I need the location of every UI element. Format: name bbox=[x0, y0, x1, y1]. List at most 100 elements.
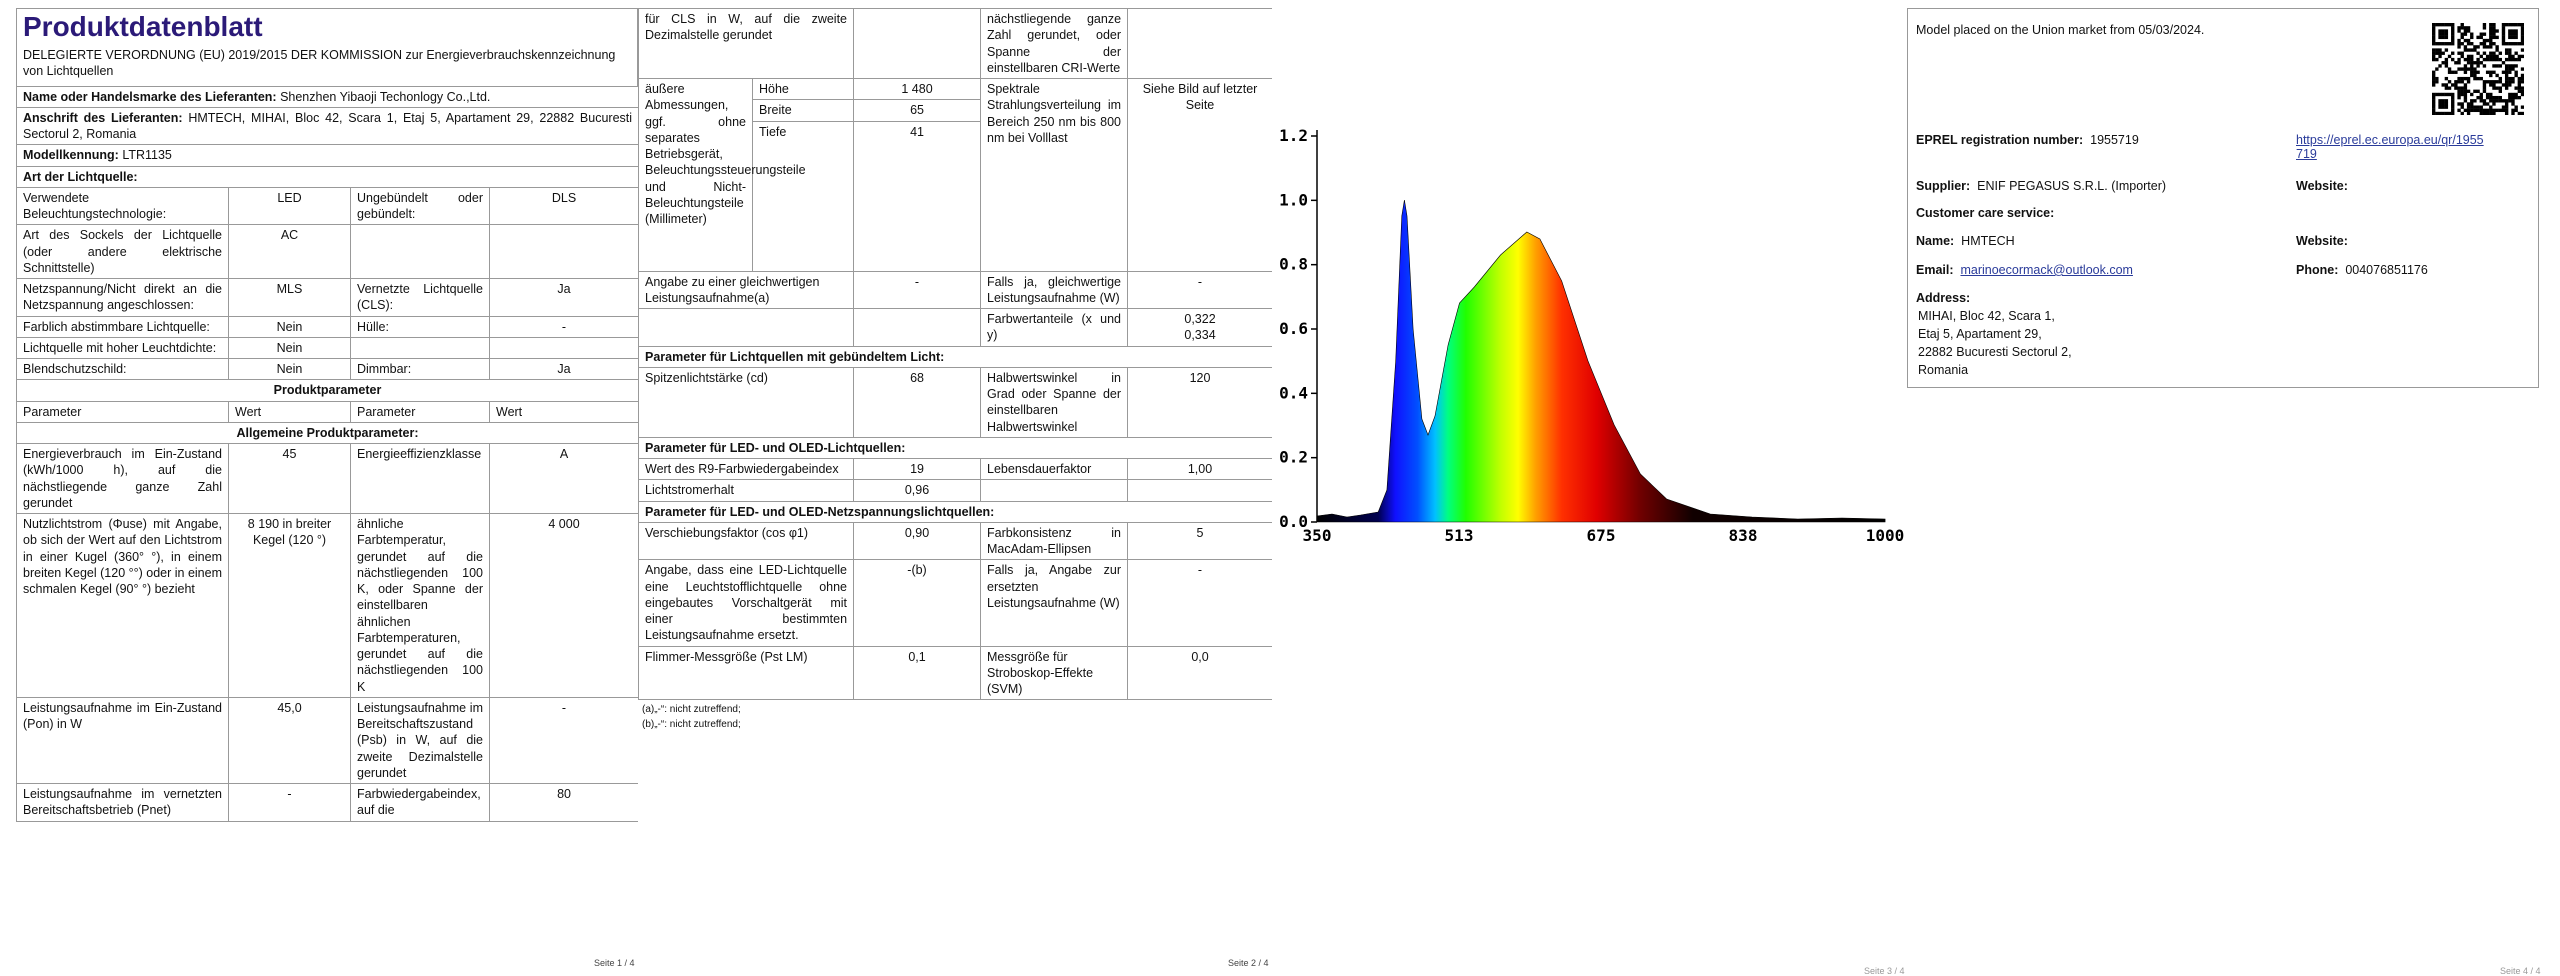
qr-module bbox=[2463, 95, 2468, 100]
row: Angabe, dass eine LED-Lichtquelle eine L… bbox=[638, 559, 1272, 647]
cell: Leistungsaufnahme im Ein-Zustand (Pon) i… bbox=[16, 696, 229, 785]
qr-module bbox=[2501, 29, 2506, 33]
qr-module bbox=[2438, 92, 2442, 97]
row: Blendschutzschild: Nein Dimmbar: Ja bbox=[16, 357, 638, 381]
cell: 0,90 bbox=[853, 521, 982, 561]
qr-module bbox=[2451, 51, 2455, 55]
qr-module bbox=[2520, 29, 2524, 33]
qr-module bbox=[2495, 48, 2499, 52]
qr-module bbox=[2444, 105, 2449, 109]
text: 0,322 bbox=[1184, 312, 1216, 326]
qr-module bbox=[2476, 64, 2480, 68]
qr-module bbox=[2489, 29, 2493, 33]
qr-module bbox=[2485, 57, 2490, 62]
qr-module bbox=[2482, 64, 2487, 68]
qr-module bbox=[2432, 76, 2436, 81]
qr-module bbox=[2457, 67, 2461, 71]
qr-module bbox=[2470, 92, 2474, 97]
eprel-link[interactable]: https://eprel.ec.europa.eu/qr/1955719 bbox=[2296, 133, 2484, 161]
qr-module bbox=[2482, 80, 2487, 84]
row: Farblich abstimmbare Lichtquelle: Nein Hül… bbox=[16, 315, 638, 338]
qr-module bbox=[2447, 67, 2452, 71]
email-link[interactable]: marinoecormack@outlook.com bbox=[1960, 263, 2133, 277]
row: Breite 65 bbox=[639, 99, 1273, 122]
qr-module bbox=[2498, 86, 2502, 90]
qr-module bbox=[2501, 26, 2506, 30]
qr-module bbox=[2460, 92, 2464, 97]
qr-module bbox=[2482, 89, 2487, 93]
qr-module bbox=[2485, 45, 2490, 49]
cell: Höhe bbox=[751, 77, 855, 101]
qr-module bbox=[2444, 29, 2449, 33]
qr-module bbox=[2470, 102, 2474, 106]
text: 0,334 bbox=[1184, 328, 1216, 343]
y-tick-label: 0.2 bbox=[1279, 448, 1308, 467]
cell: 45,0 bbox=[228, 696, 351, 785]
text: EPREL registration number: bbox=[1916, 133, 2084, 147]
qr-module bbox=[2451, 26, 2455, 30]
qr-module bbox=[2492, 23, 2496, 27]
qr-module bbox=[2476, 89, 2480, 93]
qr-module bbox=[2489, 95, 2493, 100]
qr-module bbox=[2432, 102, 2436, 106]
qr-module bbox=[2501, 32, 2506, 36]
qr-module bbox=[2492, 83, 2496, 87]
qr-module bbox=[2504, 108, 2509, 113]
qr-module bbox=[2495, 45, 2499, 49]
qr-module bbox=[2508, 23, 2512, 27]
cell: 41 bbox=[853, 120, 982, 272]
qr-module bbox=[2476, 95, 2480, 100]
cell: ähnliche Farbtemperatur, gerundet auf di… bbox=[350, 513, 490, 698]
title: Produktdatenblatt bbox=[16, 8, 638, 47]
qr-module bbox=[2432, 105, 2436, 109]
qr-module bbox=[2517, 76, 2522, 81]
qr-module bbox=[2463, 38, 2468, 43]
text: Website: bbox=[2296, 179, 2348, 193]
qr-module bbox=[2520, 32, 2524, 36]
qr-module bbox=[2473, 45, 2477, 49]
qr-module bbox=[2451, 95, 2455, 100]
qr-module bbox=[2479, 95, 2483, 100]
qr-module bbox=[2476, 61, 2480, 65]
qr-module bbox=[2463, 89, 2468, 93]
qr-module bbox=[2466, 61, 2471, 65]
qr-module bbox=[2482, 102, 2487, 106]
cell: - bbox=[228, 783, 351, 822]
x-tick-label: 838 bbox=[1729, 526, 1758, 545]
qr-module bbox=[2520, 86, 2524, 90]
qr-module bbox=[2508, 29, 2512, 33]
qr-module bbox=[2492, 70, 2496, 74]
row: Parameter für LED- und OLED-Lichtquellen… bbox=[638, 436, 1272, 460]
qr-module bbox=[2498, 108, 2502, 113]
cell: MLS bbox=[228, 278, 351, 317]
qr-module bbox=[2460, 42, 2464, 46]
qr-module bbox=[2463, 86, 2468, 90]
qr-module bbox=[2466, 26, 2471, 30]
x-tick-label: 675 bbox=[1587, 526, 1616, 545]
text: Romania bbox=[1918, 363, 1969, 377]
qr-module bbox=[2511, 80, 2515, 84]
qr-module bbox=[2495, 80, 2499, 84]
qr-module bbox=[2495, 86, 2499, 90]
cell: Blendschutzschild: bbox=[16, 357, 229, 381]
row: Art der Lichtquelle: bbox=[16, 165, 638, 188]
qr-module bbox=[2476, 70, 2480, 74]
text: Model placed on the Union market from 05… bbox=[1916, 23, 2205, 37]
qr-module bbox=[2470, 108, 2474, 113]
qr-module bbox=[2463, 64, 2468, 68]
cell: Farbwiedergabeindex, auf die bbox=[350, 783, 490, 822]
cell: - bbox=[1127, 559, 1272, 647]
qr-module bbox=[2504, 76, 2509, 81]
cell: 0,1 bbox=[853, 645, 982, 701]
qr-module bbox=[2511, 76, 2515, 81]
cell: Art des Sockels der Lichtquelle (oder an… bbox=[16, 224, 229, 279]
y-tick-label: 0.4 bbox=[1279, 383, 1308, 402]
cell: Breite bbox=[751, 99, 855, 122]
cell bbox=[1127, 8, 1272, 79]
qr-module bbox=[2432, 92, 2436, 97]
row: Wert des R9-Farbwiedergabeindex 19 Lebensd… bbox=[638, 457, 1272, 481]
qr-module bbox=[2447, 54, 2452, 59]
qr-module bbox=[2514, 95, 2518, 100]
cell bbox=[488, 336, 638, 360]
qr-module bbox=[2432, 108, 2436, 113]
